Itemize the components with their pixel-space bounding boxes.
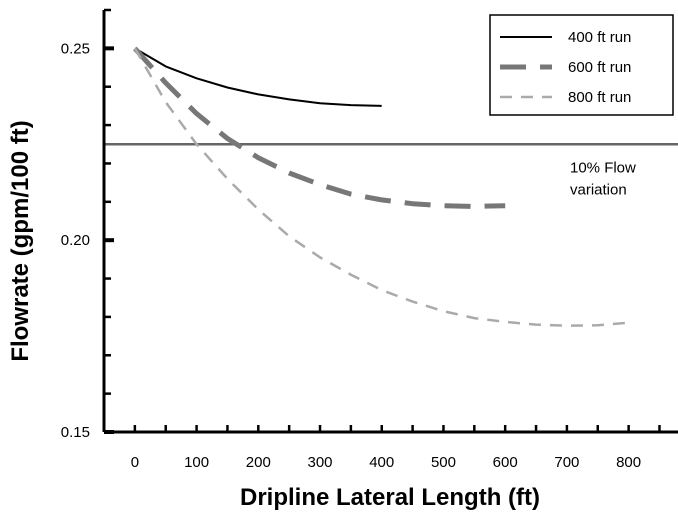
x-tick-label: 200 xyxy=(246,454,271,471)
reference-label-line1: 10% Flow xyxy=(570,159,636,176)
x-tick-label: 800 xyxy=(616,454,641,471)
series-line-2 xyxy=(133,46,506,209)
x-tick-label: 100 xyxy=(184,454,209,471)
legend-label-1: 400 ft run xyxy=(568,29,631,46)
series-line-1 xyxy=(134,47,382,107)
legend-label-3: 800 ft run xyxy=(568,89,631,106)
x-tick-label: 0 xyxy=(131,454,139,471)
x-tick-label: 700 xyxy=(554,454,579,471)
y-tick-label: 0.25 xyxy=(61,40,90,57)
x-tick-label: 500 xyxy=(431,454,456,471)
x-axis-title: Dripline Lateral Length (ft) xyxy=(240,484,540,511)
legend-label-2: 600 ft run xyxy=(568,59,631,76)
x-tick-label: 600 xyxy=(493,454,518,471)
y-axis-title: Flowrate (gpm/100 ft) xyxy=(7,120,34,361)
reference-label-line2: variation xyxy=(570,181,627,198)
x-tick-label: 300 xyxy=(308,454,333,471)
y-tick-label: 0.20 xyxy=(61,232,90,249)
y-tick-label: 0.15 xyxy=(61,424,90,441)
x-tick-label: 400 xyxy=(369,454,394,471)
